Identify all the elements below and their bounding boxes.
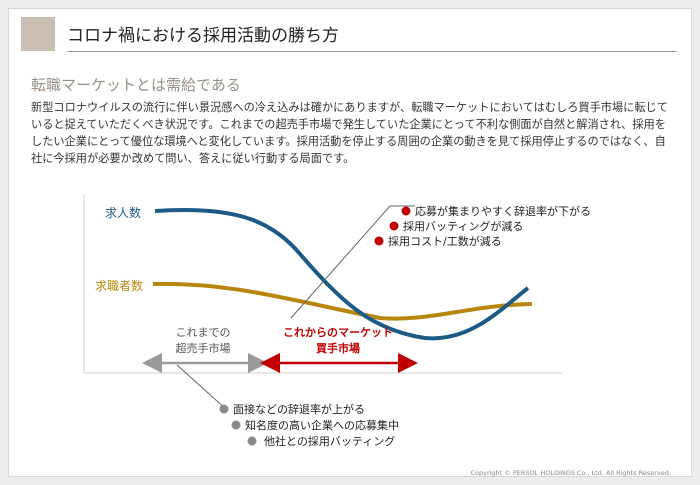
slide: コロナ禍における採用活動の勝ち方 転職マーケットとは需給である 新型コロナウイル… [8, 8, 692, 477]
problem-item: 面接などの辞退率が上がる [233, 402, 365, 416]
benefit-bullet [374, 236, 384, 246]
past-market-line2: 超売手市場 [176, 341, 231, 355]
benefit-item: 採用コスト/工数が減る [388, 234, 502, 248]
problem-item: 他社との採用バッティング [264, 434, 395, 448]
benefit-item: 採用バッティングが減る [403, 219, 523, 233]
benefit-bullet [389, 221, 399, 231]
problem-bullet [247, 436, 257, 446]
benefits-list: 応募が集まりやすく辞退率が下がる 採用バッティングが減る 採用コスト/工数が減る [374, 204, 591, 248]
benefits-callout-line [290, 205, 391, 319]
supply-label: 求職者数 [95, 278, 143, 293]
future-market-line2: 買手市場 [316, 341, 360, 355]
demand-curve [154, 207, 530, 341]
copyright-notice: Copyright © PERSOL HOLDINGS Co., Ltd. Al… [470, 469, 671, 477]
future-market-line1: これからのマーケット [283, 326, 393, 339]
supply-curve [152, 281, 533, 321]
title-divider [67, 51, 677, 52]
past-market-line1: これまでの [176, 326, 231, 339]
problem-bullet [219, 404, 229, 414]
problem-bullet [231, 420, 241, 430]
demand-label: 求人数 [105, 205, 141, 220]
benefit-item: 応募が集まりやすく辞退率が下がる [415, 204, 591, 218]
benefit-bullet [401, 206, 411, 216]
problem-item: 知名度の高い企業への応募集中 [245, 418, 399, 432]
problems-list: 面接などの辞退率が上がる 知名度の高い企業への応募集中 他社との採用バッティング [219, 402, 399, 448]
page-title: コロナ禍における採用活動の勝ち方 [67, 26, 339, 46]
body-paragraph: 新型コロナウイルスの流行に伴い景況感への冷え込みは確かにありますが、転職マーケッ… [31, 101, 668, 165]
title-accent-box [21, 17, 55, 51]
section-subtitle: 転職マーケットとは需給である [31, 76, 241, 94]
problems-callout-line [176, 364, 228, 411]
